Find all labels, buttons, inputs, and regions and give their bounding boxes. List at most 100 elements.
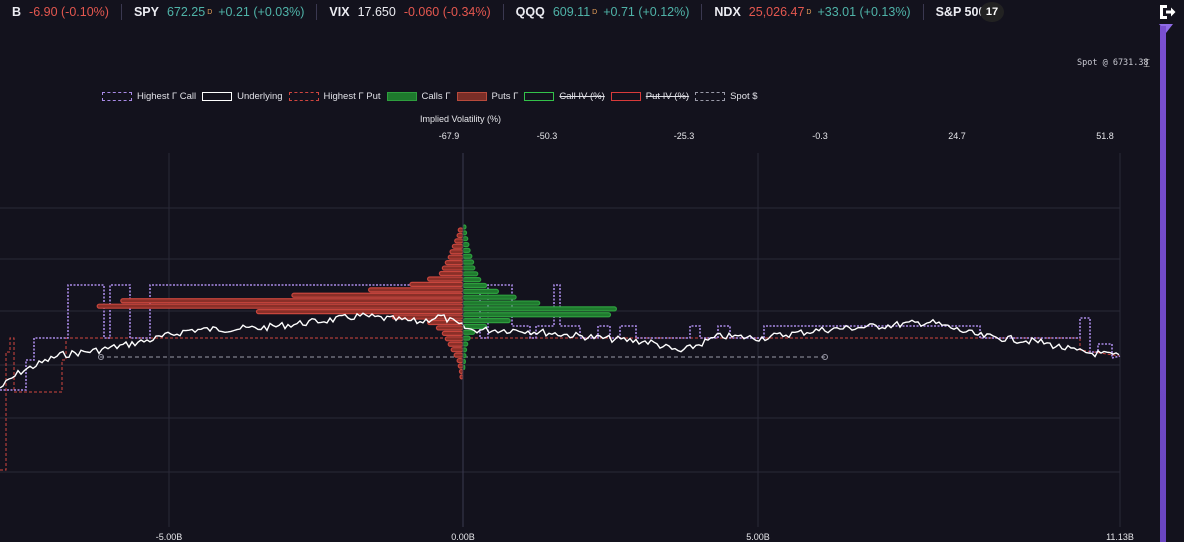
calls-gamma-bar xyxy=(462,329,476,335)
puts-gamma-bar xyxy=(96,303,464,309)
delayed-flag: D xyxy=(207,8,213,16)
legend-swatch xyxy=(288,92,319,101)
legend-swatch xyxy=(524,92,555,101)
scroll-marker-icon xyxy=(1159,24,1173,33)
puts-gamma-bar xyxy=(441,330,464,336)
iv-tick: -25.3 xyxy=(673,131,695,141)
ticker-symbol: SPY xyxy=(133,5,159,19)
right-scrollbar[interactable] xyxy=(1160,26,1166,542)
calls-gamma-bar xyxy=(462,341,469,347)
calls-gamma-bar xyxy=(462,247,471,253)
calls-gamma-bar xyxy=(462,282,488,289)
calls-gamma-bar xyxy=(462,271,479,277)
puts-gamma-bar xyxy=(441,265,464,271)
ticker-item[interactable]: B -6.90 (-0.10%) xyxy=(0,4,122,20)
iv-axis-title: Implied Volatility (%) xyxy=(420,114,502,124)
legend-item[interactable]: Calls Γ xyxy=(386,91,451,102)
legend-label: Puts Γ xyxy=(491,91,519,102)
puts-gamma-bar xyxy=(456,232,464,239)
puts-gamma-bar xyxy=(409,281,464,288)
puts-gamma-bar xyxy=(444,260,464,266)
ticker-price: 17.650 xyxy=(357,5,396,19)
puts-gamma-bar xyxy=(453,352,464,358)
chart-legend: Highest Γ Call Underlying Highest Γ Put Cal… xyxy=(102,91,764,102)
ticker-item[interactable]: SPY 672.25 D +0.21 (+0.03%) xyxy=(122,4,318,20)
legend-label: Call IV (%) xyxy=(559,91,605,102)
iv-tick: -67.9 xyxy=(438,131,460,141)
logout-icon[interactable] xyxy=(1150,0,1184,24)
legend-swatch xyxy=(102,92,132,101)
puts-gamma-bar xyxy=(456,357,464,364)
calls-gamma-bar xyxy=(462,236,469,242)
delayed-flag: D xyxy=(592,8,598,16)
legend-item[interactable]: Spot $ xyxy=(695,91,758,102)
calls-gamma-bar xyxy=(462,318,511,324)
calls-gamma-bar xyxy=(462,253,473,259)
iv-tick: -0.3 xyxy=(812,131,828,141)
legend-label: Highest Γ Call xyxy=(137,91,197,102)
ticker-item[interactable]: QQQ 609.11 D +0.71 (+0.12%) xyxy=(504,4,703,20)
ticker-price: 672.25 xyxy=(166,5,206,19)
ticker-symbol: B xyxy=(12,5,22,19)
puts-gamma-bar xyxy=(120,298,464,304)
legend-item[interactable]: Highest Γ Call xyxy=(102,91,196,102)
puts-gamma-bar xyxy=(458,368,464,375)
iv-tick: 51.8 xyxy=(1096,131,1114,141)
calls-gamma-bar xyxy=(462,294,517,300)
tradingview-logo[interactable]: 17 xyxy=(980,2,1004,22)
legend-item[interactable]: Puts Γ xyxy=(456,91,519,102)
ticker-change: -0.060 (-0.34%) xyxy=(403,5,491,19)
ticker-symbol: VIX xyxy=(329,5,350,19)
legend-item[interactable]: Underlying xyxy=(202,91,283,102)
calls-gamma-bar xyxy=(462,335,471,341)
puts-gamma-bar xyxy=(255,309,464,315)
legend-swatch xyxy=(695,92,726,101)
puts-gamma-bar xyxy=(457,363,464,369)
legend-item[interactable]: Highest Γ Put xyxy=(288,91,381,102)
legend-label: Highest Γ Put xyxy=(323,91,381,102)
legend-item[interactable]: Put IV (%) xyxy=(610,91,690,102)
calls-gamma-bar xyxy=(462,277,482,283)
ticker-change: +0.71 (+0.12%) xyxy=(603,5,690,19)
iv-tick: -50.3 xyxy=(536,131,558,141)
calls-gamma-bar xyxy=(462,312,612,318)
ticker-item[interactable]: NDX 25,026.47 D +33.01 (+0.13%) xyxy=(702,4,924,20)
puts-gamma-bar xyxy=(450,347,464,353)
calls-gamma-bar xyxy=(462,230,468,236)
underlying-price-line xyxy=(0,312,1120,389)
puts-gamma-bar xyxy=(447,254,464,260)
legend-label: Underlying xyxy=(237,91,283,102)
ticker-symbol: QQQ xyxy=(515,5,545,19)
ticker-change: -6.90 (-0.10%) xyxy=(29,5,109,19)
calls-gamma-bar xyxy=(462,241,470,248)
legend-item[interactable]: Call IV (%) xyxy=(524,91,605,102)
delayed-flag: D xyxy=(806,8,812,16)
ticker-symbol: NDX xyxy=(714,5,741,19)
legend-swatch xyxy=(386,92,417,101)
gamma-tick: 5.00B xyxy=(746,532,770,542)
ticker-item[interactable]: S&P 500 xyxy=(924,4,1006,20)
iv-tick: 24.7 xyxy=(948,131,966,141)
ticker-item[interactable]: VIX 17.650 -0.060 (-0.34%) xyxy=(317,4,504,20)
gamma-tick: 11.13B xyxy=(1106,532,1134,542)
highest-gamma-put-line xyxy=(0,337,1121,471)
gamma-tick: 0.00B xyxy=(451,532,475,542)
puts-gamma-bar xyxy=(447,341,464,347)
spot-readout: Spot @ 6731.38 xyxy=(1077,58,1149,68)
legend-label: Put IV (%) xyxy=(645,91,690,102)
ticker-change: +33.01 (+0.13%) xyxy=(817,5,911,19)
highest-gamma-call-line xyxy=(0,284,1121,391)
puts-gamma-bar xyxy=(427,276,464,282)
calls-gamma-bar xyxy=(462,306,617,312)
ticker-change: +0.21 (+0.03%) xyxy=(218,5,305,19)
calls-gamma-bar xyxy=(462,347,468,353)
spot-marker xyxy=(98,354,104,360)
puts-gamma-bar xyxy=(451,243,464,249)
legend-swatch xyxy=(202,92,233,101)
legend-label: Spot $ xyxy=(730,91,758,102)
ticker-bar: B -6.90 (-0.10%) SPY 672.25 D +0.21 (+0.03%) V… xyxy=(0,0,1150,24)
puts-gamma-bar xyxy=(444,336,464,342)
puts-gamma-bar xyxy=(457,227,464,233)
ticker-price: 25,026.47 xyxy=(748,5,805,19)
